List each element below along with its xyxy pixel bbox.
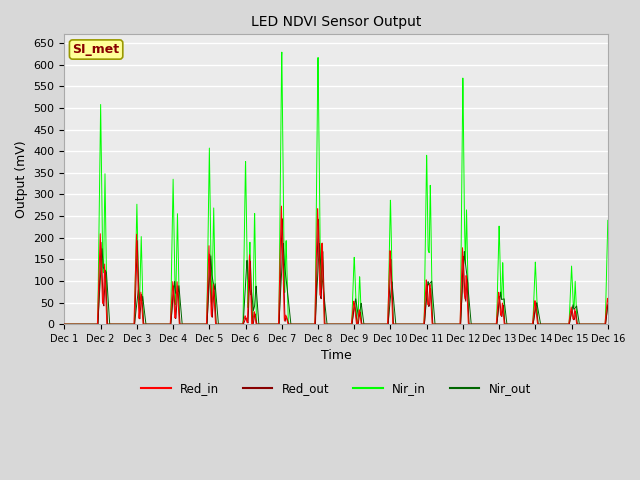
Red_out	[292, 321, 300, 327]
Nir_in	[535, 321, 543, 327]
Red_in	[278, 203, 285, 209]
Red_out	[278, 216, 286, 222]
Nir_in	[593, 321, 601, 327]
Nir_in	[61, 321, 68, 327]
Text: SI_met: SI_met	[72, 43, 120, 56]
Nir_in	[269, 321, 276, 327]
Nir_in	[122, 321, 130, 327]
Red_in	[269, 321, 276, 327]
Title: LED NDVI Sensor Output: LED NDVI Sensor Output	[251, 15, 421, 29]
Red_in	[604, 299, 612, 305]
Nir_out	[61, 321, 68, 327]
Red_out	[593, 321, 601, 327]
Nir_out	[155, 321, 163, 327]
Red_out	[604, 301, 612, 307]
Nir_in	[155, 321, 163, 327]
Red_in	[155, 321, 163, 327]
Red_out	[122, 321, 130, 327]
Y-axis label: Output (mV): Output (mV)	[15, 141, 28, 218]
Nir_in	[278, 49, 285, 55]
Nir_in	[292, 321, 300, 327]
Nir_out	[593, 321, 601, 327]
Red_out	[155, 321, 163, 327]
Nir_in	[604, 217, 612, 223]
Red_out	[535, 321, 543, 327]
Nir_out	[292, 321, 300, 327]
Nir_out	[280, 240, 287, 246]
Red_in	[535, 321, 543, 327]
Red_out	[61, 321, 68, 327]
Nir_out	[122, 321, 130, 327]
Legend: Red_in, Red_out, Nir_in, Nir_out: Red_in, Red_out, Nir_in, Nir_out	[136, 377, 536, 399]
Nir_out	[535, 311, 543, 317]
Nir_out	[269, 321, 276, 327]
X-axis label: Time: Time	[321, 349, 351, 362]
Line: Nir_in: Nir_in	[65, 52, 608, 324]
Line: Red_out: Red_out	[65, 219, 608, 324]
Red_in	[292, 321, 300, 327]
Line: Nir_out: Nir_out	[65, 243, 608, 324]
Red_in	[61, 321, 68, 327]
Line: Red_in: Red_in	[65, 206, 608, 324]
Nir_out	[604, 302, 612, 308]
Red_out	[269, 321, 276, 327]
Red_in	[122, 321, 130, 327]
Red_in	[593, 321, 601, 327]
